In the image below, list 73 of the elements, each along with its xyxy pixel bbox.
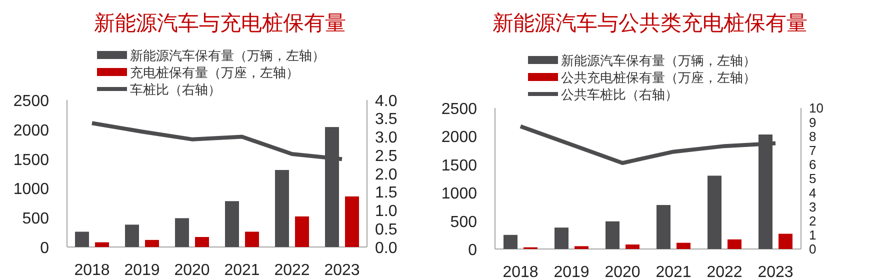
bar bbox=[275, 170, 289, 247]
y2-tick-label: 8 bbox=[809, 128, 816, 144]
legend-label: 公共充电桩保有量（万座，左轴） bbox=[561, 70, 756, 85]
x-tick-label: 2019 bbox=[124, 262, 160, 279]
x-tick-label: 2023 bbox=[758, 264, 794, 279]
y2-tick-label: 4.0 bbox=[375, 92, 398, 110]
chart-title: 新能源汽车与充电桩保有量 bbox=[94, 11, 346, 35]
y2-tick-label: 1 bbox=[809, 228, 816, 243]
bar bbox=[175, 218, 189, 247]
legend-label: 车桩比（右轴） bbox=[130, 82, 221, 97]
y-tick-label: 2000 bbox=[13, 122, 50, 140]
bar bbox=[606, 221, 620, 249]
y2-tick-label: 0.0 bbox=[375, 240, 398, 257]
bar bbox=[574, 246, 588, 249]
x-tick-label: 2018 bbox=[74, 262, 110, 279]
bar bbox=[626, 244, 640, 249]
x-tick-label: 2019 bbox=[554, 264, 590, 279]
bar bbox=[504, 234, 518, 249]
y2-tick-label: 6 bbox=[809, 157, 816, 172]
bar bbox=[778, 234, 792, 249]
bar bbox=[75, 232, 89, 247]
y-tick-label: 2500 bbox=[13, 93, 50, 110]
y2-tick-label: 3.0 bbox=[375, 130, 398, 147]
y-tick-label: 1500 bbox=[441, 157, 478, 174]
y2-tick-label: 2.0 bbox=[375, 166, 398, 184]
y2-tick-label: 0.5 bbox=[375, 221, 398, 238]
y-tick-label: 1500 bbox=[13, 152, 50, 169]
y2-tick-label: 0 bbox=[809, 242, 816, 257]
y-tick-label: 0 bbox=[468, 242, 478, 259]
bar bbox=[195, 237, 209, 247]
x-tick-label: 2020 bbox=[174, 262, 210, 279]
bar bbox=[676, 242, 690, 249]
y2-tick-label: 2.5 bbox=[375, 148, 398, 165]
y-tick-label: 2000 bbox=[441, 129, 478, 146]
y2-tick-label: 3.5 bbox=[375, 111, 398, 128]
y-tick-label: 0 bbox=[40, 240, 50, 257]
y-tick-label: 1000 bbox=[13, 181, 50, 198]
x-tick-label: 2022 bbox=[706, 264, 742, 279]
bar bbox=[708, 176, 722, 249]
y2-tick-label: 10 bbox=[809, 100, 824, 116]
y2-tick-label: 9 bbox=[809, 114, 816, 130]
bar bbox=[225, 201, 239, 247]
legend-label: 公共车桩比（右轴） bbox=[561, 87, 678, 102]
x-tick-label: 2021 bbox=[656, 264, 692, 279]
chart-title: 新能源汽车与公共类充电桩保有量 bbox=[492, 11, 808, 35]
y-tick-label: 500 bbox=[22, 210, 50, 228]
bar bbox=[125, 224, 139, 247]
y2-tick-label: 5 bbox=[809, 171, 816, 186]
y2-tick-label: 3 bbox=[809, 199, 816, 214]
legend-label: 充电桩保有量（万座，左轴） bbox=[130, 65, 299, 80]
y2-tick-label: 1.5 bbox=[375, 184, 398, 202]
y2-tick-label: 1.0 bbox=[375, 203, 398, 220]
y2-tick-label: 7 bbox=[809, 142, 816, 158]
y-tick-label: 2500 bbox=[441, 101, 478, 118]
legend-label: 新能源汽车保有量（万辆，左轴） bbox=[130, 48, 325, 63]
bar bbox=[295, 216, 309, 247]
y2-tick-label: 4 bbox=[809, 185, 816, 200]
legend-label: 新能源汽车保有量（万辆，左轴） bbox=[561, 53, 756, 68]
bar bbox=[728, 239, 742, 249]
bar bbox=[145, 240, 159, 247]
y2-tick-label: 2 bbox=[809, 213, 816, 228]
bar bbox=[95, 242, 109, 247]
bar bbox=[554, 228, 568, 249]
bar bbox=[345, 196, 359, 247]
x-tick-label: 2023 bbox=[324, 262, 360, 279]
bar bbox=[245, 232, 259, 247]
x-tick-label: 2022 bbox=[274, 262, 310, 279]
y-tick-label: 500 bbox=[450, 214, 478, 231]
x-tick-label: 2018 bbox=[502, 264, 538, 279]
bar bbox=[656, 205, 670, 249]
x-tick-label: 2021 bbox=[224, 262, 260, 279]
x-tick-label: 2020 bbox=[604, 264, 640, 279]
y-tick-label: 1000 bbox=[441, 186, 478, 203]
